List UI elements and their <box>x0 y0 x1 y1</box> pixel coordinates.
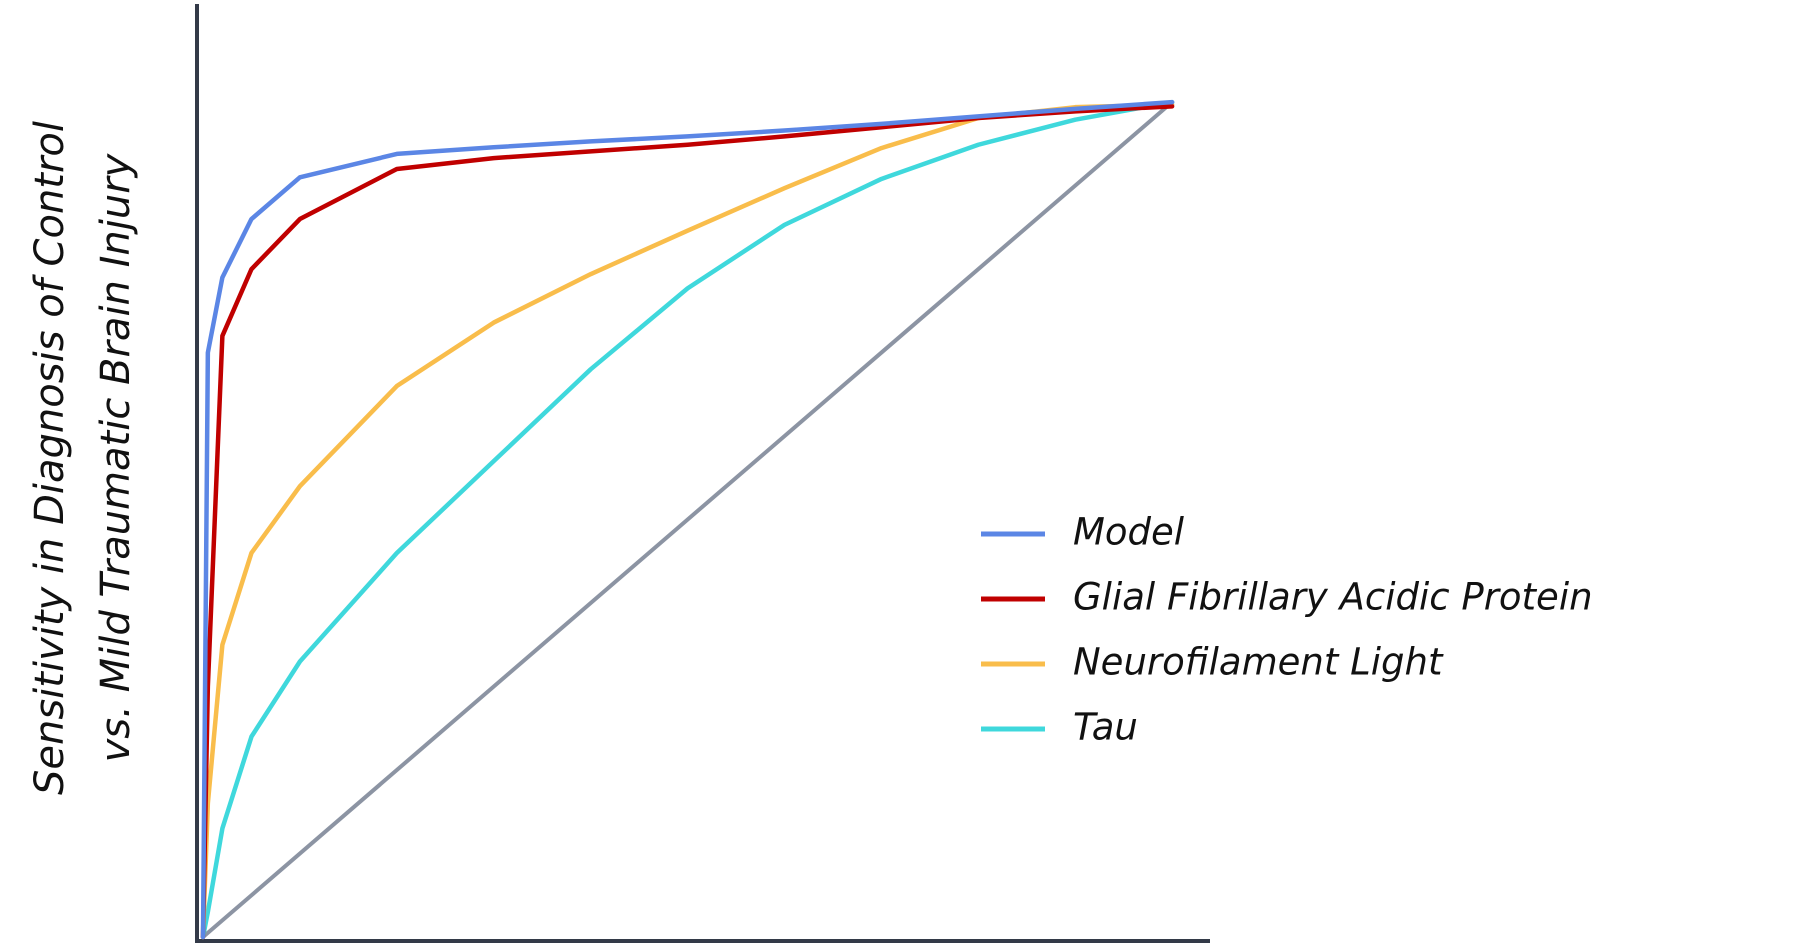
series-line <box>200 99 1175 940</box>
y-axis-title: vs. Mild Traumatic Brain Injury <box>93 152 139 762</box>
reference-line <box>201 100 1174 939</box>
series-line <box>200 99 1175 940</box>
series-line <box>200 102 1175 940</box>
y-axis-title-line: Sensitivity in Diagnosis of Control <box>27 121 73 795</box>
y-axis-title-line: vs. Mild Traumatic Brain Injury <box>93 152 139 762</box>
legend-label: Glial Fibrillary Acidic Protein <box>1073 576 1593 619</box>
y-axis-title: Sensitivity in Diagnosis of Control <box>27 121 73 795</box>
legend-label: Model <box>1073 511 1185 554</box>
legend-label: Neurofilament Light <box>1073 641 1444 684</box>
legend-label: Tau <box>1073 706 1138 749</box>
